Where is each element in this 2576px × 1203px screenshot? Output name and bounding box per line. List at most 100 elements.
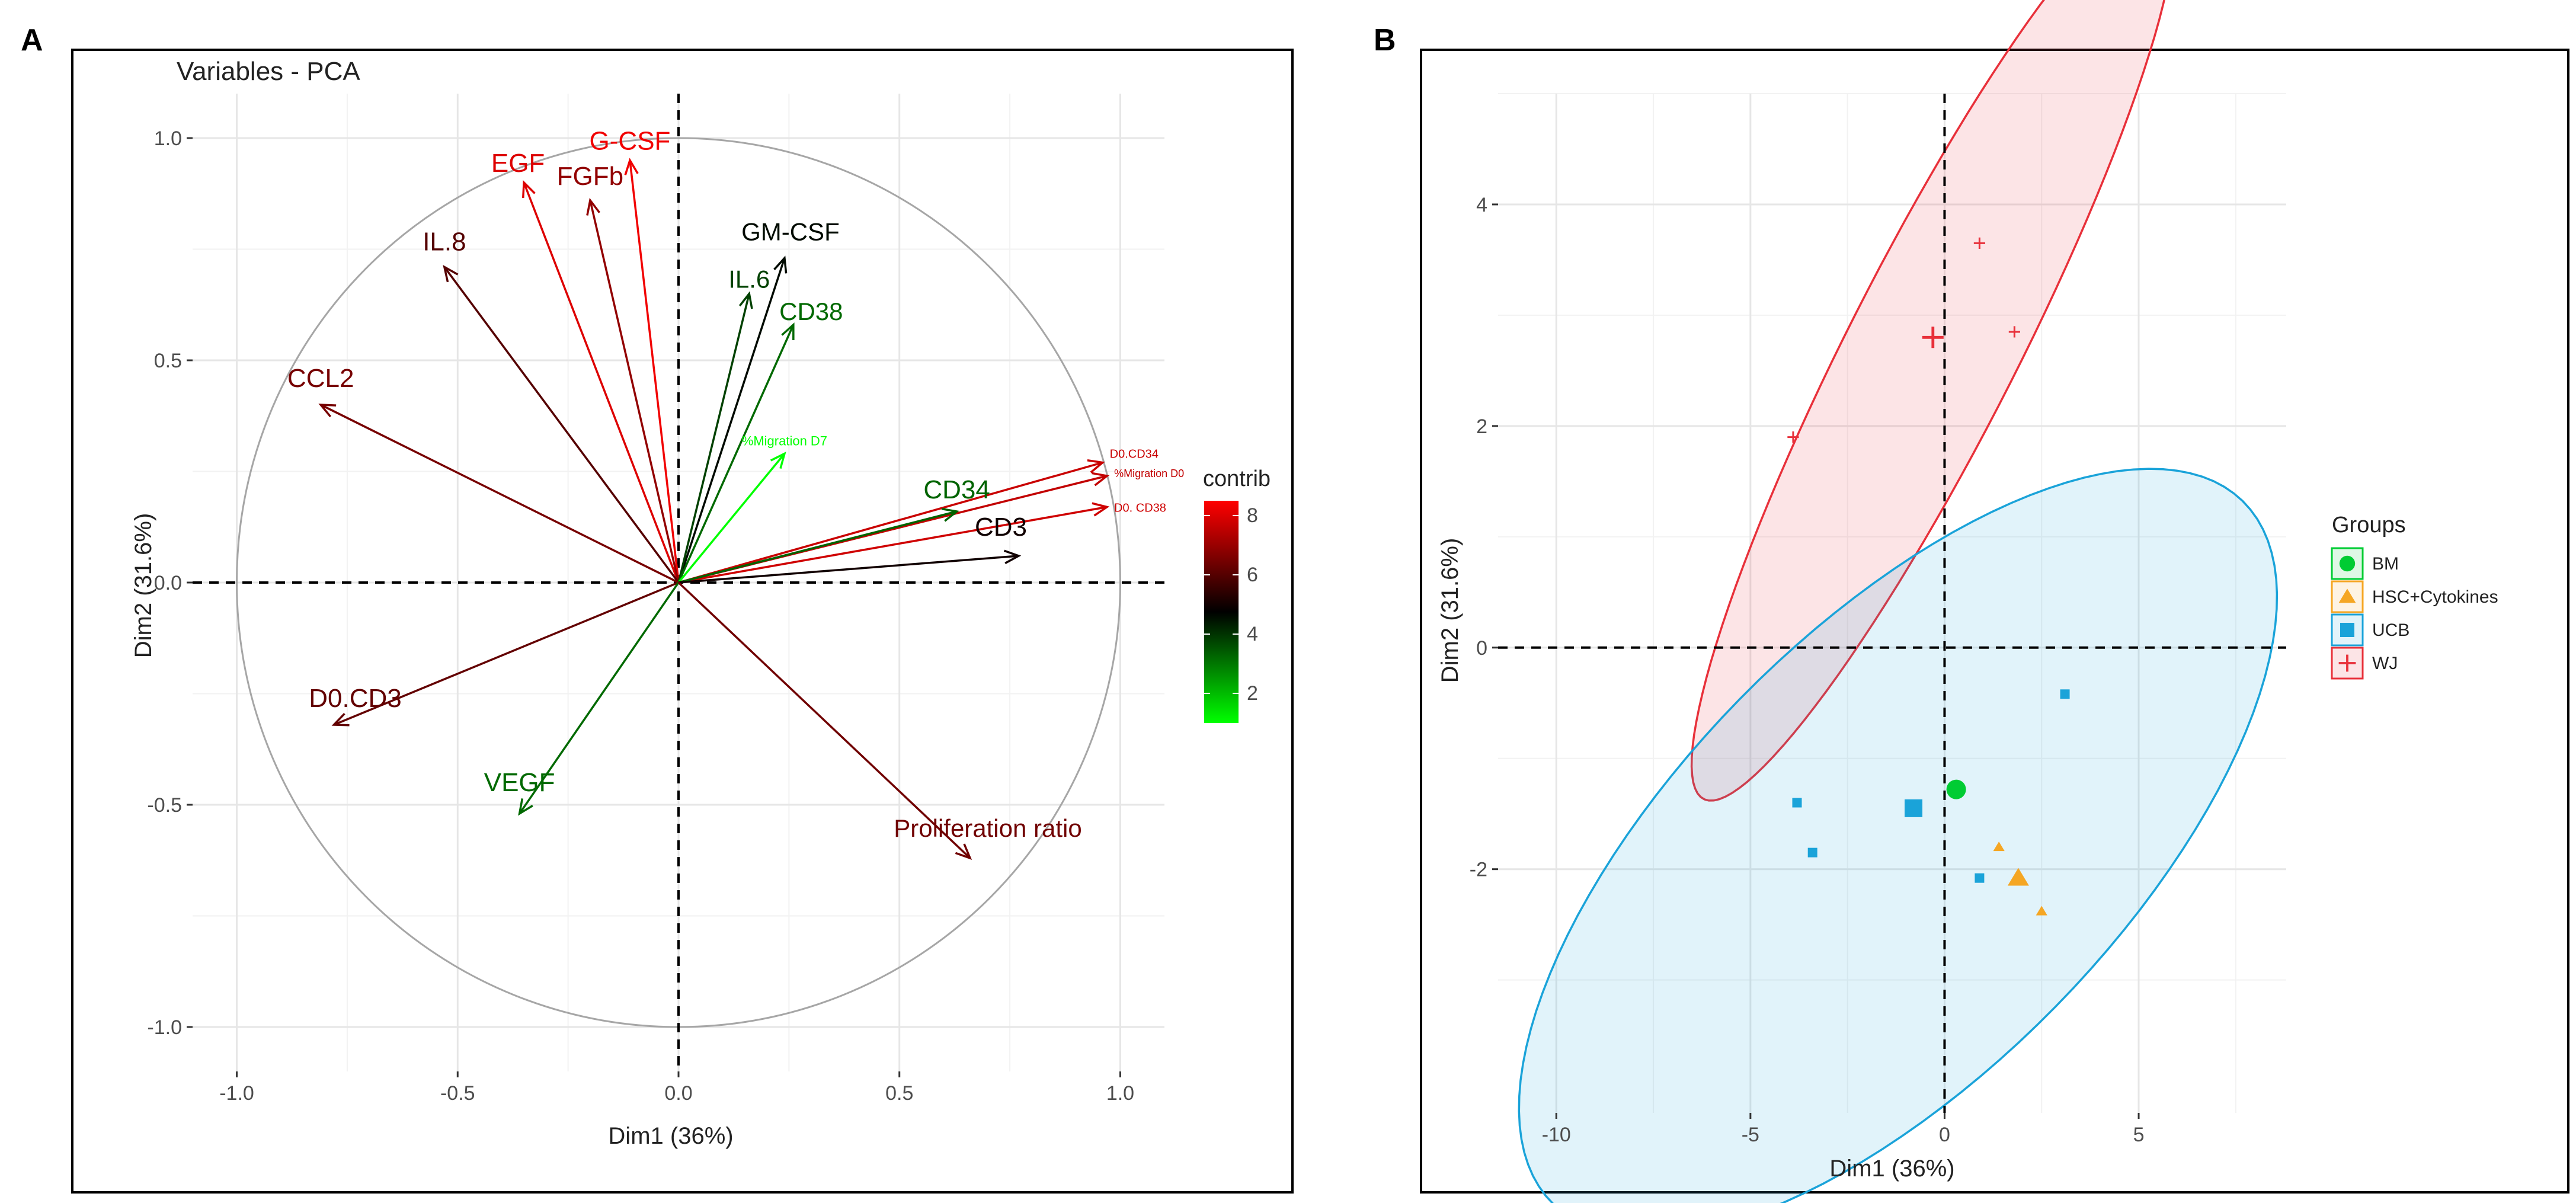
vector-cd38: CD38 [677, 297, 843, 583]
panel-a-y-axis-label: Dim2 (31.6%) [130, 513, 156, 658]
vector-gm-csf: GM-CSF [677, 218, 840, 583]
vector-arrow-shaft [678, 505, 1108, 584]
vector-label: GM-CSF [741, 218, 840, 246]
panel-b-x-tick-label: 5 [2133, 1124, 2145, 1146]
vector-arrow-head [331, 712, 350, 727]
groups-legend-title: Groups [2332, 513, 2406, 537]
data-point [1787, 431, 1799, 443]
panel-b-y-tick-label: 0 [1476, 637, 1487, 660]
vector-arrow-head [1087, 459, 1105, 473]
panel-a-title: Variables - PCA [177, 57, 360, 86]
group-bm [1946, 779, 1966, 799]
panel-a-x-tick-label: -1.0 [219, 1082, 254, 1105]
panel-b-axes: -10 -5 0 5 -2 0 2 4 [1470, 94, 2286, 1146]
panel-a-frame [71, 49, 1294, 1194]
vector-label: Proliferation ratio [894, 814, 1081, 842]
legend-item-hsc-cytokines: HSC+Cytokines [2331, 580, 2498, 613]
group-centroid [2007, 868, 2029, 886]
vector-proliferation-ratio: Proliferation ratio [677, 581, 1082, 860]
vector-arrow-shaft [589, 200, 680, 583]
vector-arrow-head [522, 180, 536, 199]
vector-vegf: VEGF [484, 582, 680, 816]
group-centroid [1905, 799, 1923, 817]
vector-arrow-head [518, 798, 533, 816]
panel-a-chart: -1.0 -0.5 0.0 0.5 1.0 -1.0 -0.5 0.0 0.5 1.0 Varia… [130, 57, 1271, 1149]
vector-label: FGFb [557, 162, 623, 191]
vector-il-8: IL.8 [423, 228, 680, 584]
contrib-colorbar [1204, 501, 1239, 723]
panel-b-x-tick-label: -5 [1742, 1124, 1759, 1146]
contrib-tick-label: 6 [1247, 564, 1258, 586]
vector-label: CD38 [779, 297, 843, 325]
vector-arrow-head [770, 452, 786, 469]
vector-arrow-head [738, 291, 753, 309]
data-point [1792, 798, 1802, 808]
contrib-legend-ticks: 2 4 6 8 [1204, 504, 1258, 705]
vector-d0-cd38: D0. CD38 [678, 502, 1166, 584]
vector-label: VEGF [484, 768, 555, 797]
vector-arrow-shaft [320, 404, 679, 584]
data-point [1973, 237, 1986, 249]
vector-ccl2: CCL2 [287, 364, 679, 584]
panel-letter-b: B [1374, 23, 1396, 57]
vector-label: %Migration D0 [1114, 468, 1184, 479]
groups-legend-items: BM HSC+Cytokines UCB WJ [2331, 547, 2498, 680]
vector-arrow-shaft [333, 581, 679, 726]
legend-item-ucb: UCB [2331, 613, 2409, 647]
vector--migration-d7: %Migration D7 [677, 434, 827, 584]
vector-arrow-head [781, 322, 795, 341]
data-point [2060, 689, 2070, 699]
vector-arrow-head [773, 255, 788, 274]
vector-label: D0.CD3 [309, 684, 402, 713]
vector-label: IL.6 [728, 265, 770, 293]
vector-d0-cd34: D0.CD34 [678, 448, 1159, 584]
contrib-tick-label: 8 [1247, 504, 1258, 527]
panel-b-x-tick-label: -10 [1542, 1124, 1571, 1146]
panel-b-points [1787, 237, 2070, 916]
vector-arrow-shaft [678, 461, 1103, 584]
legend-item-wj: WJ [2331, 647, 2398, 680]
contrib-tick-label: 2 [1247, 682, 1258, 705]
vector-label: CD3 [975, 513, 1027, 542]
data-point [2008, 326, 2020, 338]
vector-arrow-head [318, 404, 337, 418]
group-wj [1787, 237, 2020, 443]
vector-arrow-shaft [677, 453, 786, 584]
vector-arrow-shaft [678, 555, 1019, 584]
panel-b-ellipses [1518, 0, 2279, 1203]
vector-arrow-head [586, 197, 600, 216]
group-ucb [1792, 689, 2070, 883]
vector-arrow-head [1092, 502, 1110, 517]
vector-arrow-shaft [443, 266, 680, 584]
legend-label: HSC+Cytokines [2372, 587, 2498, 607]
group-centroid [1922, 327, 1944, 348]
panel-a-x-tick-label: 1.0 [1106, 1082, 1134, 1105]
panel-a-y-tick-label: 1.0 [154, 127, 182, 150]
vector-label: %Migration D7 [742, 434, 827, 449]
panel-a-y-tick-label: -0.5 [147, 794, 182, 817]
vector-arrow-shaft [677, 324, 795, 583]
group-centroid [1946, 779, 1966, 799]
vector-arrow-shaft [519, 582, 680, 814]
vector-label: IL.8 [423, 228, 466, 257]
panel-b-x-tick-label: 0 [1939, 1124, 1950, 1146]
vector-fgfb: FGFb [557, 162, 680, 583]
vector-egf: EGF [491, 149, 680, 583]
vector-arrow-head [1003, 549, 1022, 564]
legend-key-glyph [2340, 623, 2354, 637]
panel-b-plot-area [1498, 94, 2286, 1113]
vector-arrow-head [955, 843, 972, 860]
legend-key-glyph [2338, 654, 2356, 672]
vector-label: D0.CD34 [1110, 448, 1159, 461]
panel-letter-a: A [21, 23, 43, 57]
vector-arrow-head [1092, 472, 1110, 487]
vector-label: EGF [491, 149, 545, 178]
vector-arrow-head [941, 507, 959, 522]
vector-arrow-shaft [629, 160, 680, 583]
group-hsc-cytokines [1993, 842, 2047, 916]
panel-b-y-tick-label: 2 [1476, 415, 1487, 438]
vector-d0-cd3: D0.CD3 [309, 581, 679, 727]
panel-a-x-tick-label: 0.0 [664, 1082, 692, 1105]
panel-b-y-tick-label: 4 [1476, 194, 1487, 216]
